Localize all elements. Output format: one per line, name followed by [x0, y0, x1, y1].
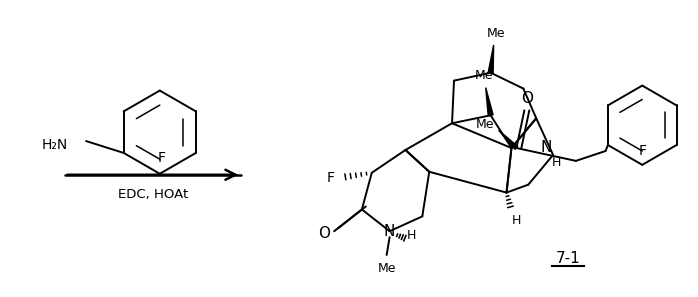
Text: H: H [512, 214, 521, 227]
Text: F: F [158, 151, 165, 165]
Polygon shape [488, 45, 493, 73]
Text: EDC, HOAt: EDC, HOAt [118, 188, 188, 201]
Text: O: O [521, 91, 533, 106]
Text: Me: Me [475, 69, 493, 82]
Text: Me: Me [475, 118, 494, 131]
Text: Me: Me [487, 27, 505, 40]
Text: N: N [540, 140, 552, 154]
Text: H: H [407, 229, 416, 242]
Text: H: H [551, 156, 560, 169]
Polygon shape [486, 88, 493, 116]
Text: F: F [638, 144, 646, 158]
Text: F: F [326, 171, 334, 185]
Text: 7-1: 7-1 [556, 252, 580, 266]
Text: H₂N: H₂N [42, 138, 68, 152]
Polygon shape [498, 130, 518, 149]
Text: Me: Me [378, 262, 396, 275]
Text: O: O [318, 226, 330, 241]
Text: N: N [384, 224, 395, 239]
